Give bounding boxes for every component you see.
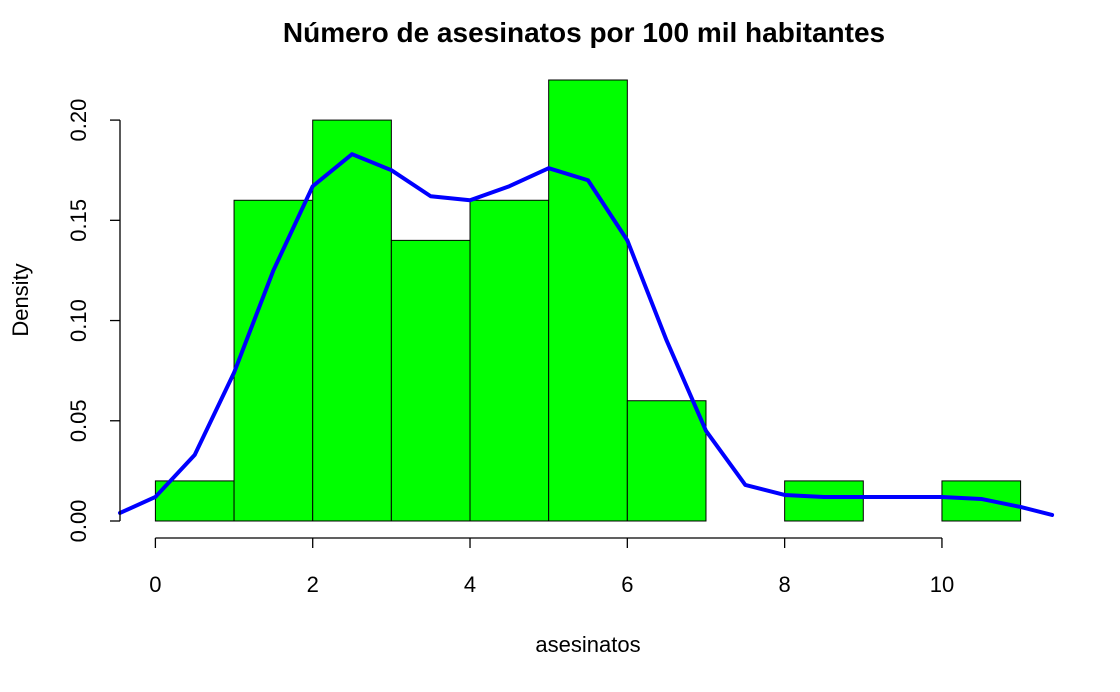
x-axis-label: asesinatos: [535, 632, 640, 657]
x-tick-label: 4: [464, 572, 476, 597]
histogram-bar-0: [154, 480, 235, 522]
x-tick-label: 6: [621, 572, 633, 597]
x-tick-label: 10: [930, 572, 954, 597]
histogram-bar-2: [312, 119, 392, 522]
y-axis: 0.00 0.05 0.10 0.15 0.20: [66, 99, 121, 543]
histogram-bars: [154, 79, 1022, 522]
histogram-bar-5: [548, 79, 628, 522]
histogram-bar-3: [390, 239, 471, 522]
x-tick-label: 8: [779, 572, 791, 597]
y-tick-label: 0.00: [66, 500, 91, 543]
x-axis: 0 2 4 6 8 10: [149, 537, 954, 597]
y-axis-label: Density: [8, 263, 33, 336]
density-curve: [118, 152, 1055, 517]
y-tick-label: 0.10: [66, 299, 91, 342]
histogram-bar-8: [784, 480, 864, 522]
y-tick-label: 0.15: [66, 199, 91, 242]
histogram-bar-4: [469, 199, 550, 522]
histogram-bar-1: [233, 199, 314, 522]
x-tick-label: 2: [307, 572, 319, 597]
x-tick-label: 0: [149, 572, 161, 597]
y-tick-label: 0.20: [66, 99, 91, 142]
histogram-bar-6: [626, 400, 707, 522]
y-tick-label: 0.05: [66, 399, 91, 442]
chart-title: Número de asesinatos por 100 mil habitan…: [283, 17, 885, 48]
